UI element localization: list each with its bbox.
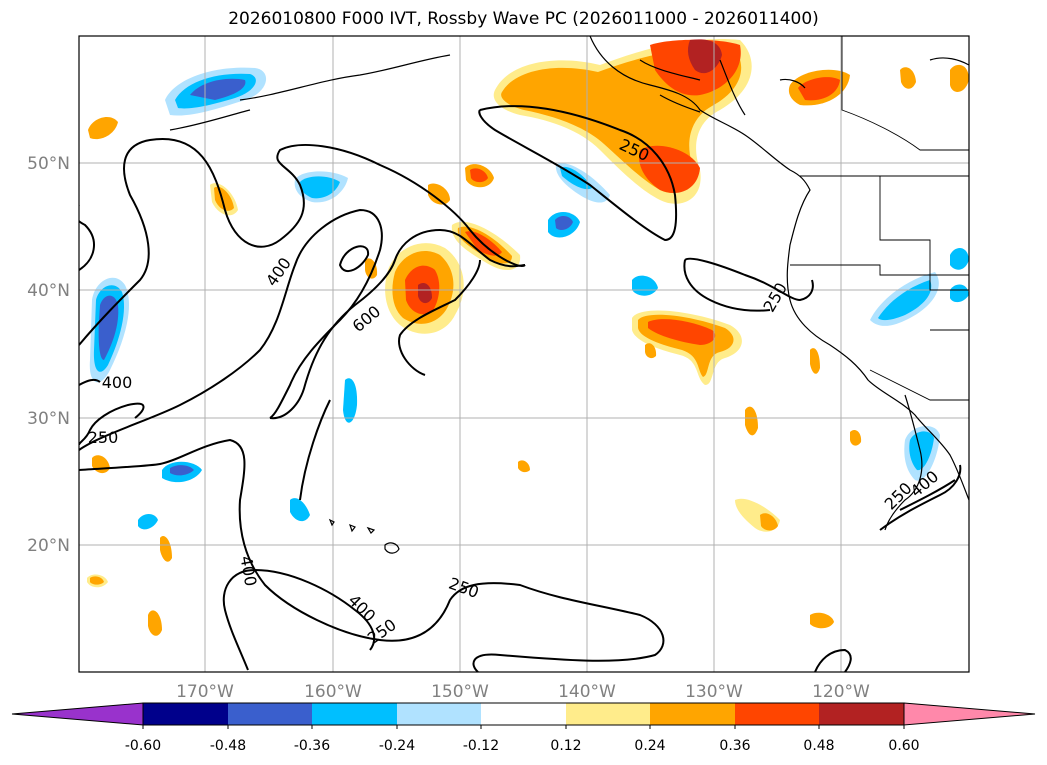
colorbar-segment xyxy=(312,703,397,725)
colorbar-segment xyxy=(397,703,481,725)
colorbar-segment xyxy=(566,703,650,725)
colorbar-tick-label: -0.48 xyxy=(210,738,246,754)
colorbar-segment xyxy=(228,703,312,725)
lat-label-30n: 30°N xyxy=(27,409,70,429)
lon-label-140w: 140°W xyxy=(558,682,616,702)
map-content xyxy=(79,36,969,672)
lon-label-170w: 170°W xyxy=(176,682,234,702)
lon-label-130w: 130°W xyxy=(685,682,743,702)
contour-label: 400 xyxy=(102,373,133,392)
lat-label-50n: 50°N xyxy=(27,154,70,174)
graticule xyxy=(79,36,969,672)
colorbar-extend-right xyxy=(903,702,1036,726)
borders xyxy=(790,36,969,401)
map-frame-bg xyxy=(79,36,969,672)
lat-label-20n: 20°N xyxy=(27,536,70,556)
colorbar-tick-label: 0.36 xyxy=(719,738,750,754)
colorbar-tick-label: 0.60 xyxy=(888,738,919,754)
lon-label-160w: 160°W xyxy=(304,682,362,702)
colorbar-segment xyxy=(650,703,735,725)
colorbar-segment xyxy=(143,703,228,725)
colorbar-tick-label: -0.60 xyxy=(125,738,161,754)
colorbar: -0.60 -0.48 -0.36 -0.24 -0.12 0.12 0.24 … xyxy=(11,702,1036,754)
lon-label-120w: 120°W xyxy=(812,682,870,702)
longitude-labels: 170°W 160°W 150°W 140°W 130°W 120°W xyxy=(176,682,870,702)
colorbar-tick-label: -0.36 xyxy=(294,738,330,754)
lon-label-150w: 150°W xyxy=(431,682,489,702)
colorbar-tick-label: 0.48 xyxy=(803,738,834,754)
latitude-labels: 50°N 40°N 30°N 20°N xyxy=(27,154,70,556)
contour-label: 250 xyxy=(88,428,119,447)
colorbar-segment xyxy=(481,703,566,725)
lat-label-40n: 40°N xyxy=(27,281,70,301)
colorbar-tick-label: -0.24 xyxy=(379,738,415,754)
colorbar-tick-label: -0.12 xyxy=(463,738,499,754)
colorbar-segment xyxy=(819,703,904,725)
colorbar-segment xyxy=(735,703,819,725)
ivt-contours xyxy=(79,105,962,672)
colorbar-extend-left xyxy=(11,702,144,726)
map-border xyxy=(78,35,970,673)
colorbar-tick-label: 0.12 xyxy=(550,738,581,754)
map-title: 2026010800 F000 IVT, Rossby Wave PC (202… xyxy=(228,9,819,29)
colorbar-tick-label: 0.24 xyxy=(634,738,665,754)
coastlines xyxy=(169,36,969,554)
colorbar-border xyxy=(142,702,905,726)
